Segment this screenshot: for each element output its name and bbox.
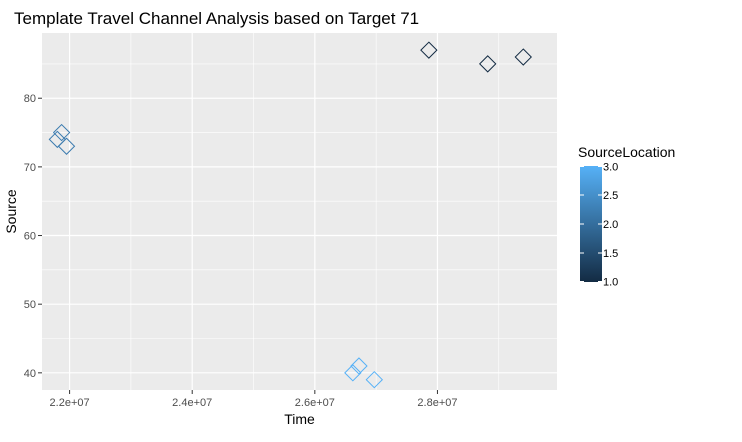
data-point [48,130,67,149]
data-point [344,364,362,382]
data-point [479,55,497,73]
x-tick-label: 2.4e+07 [172,397,212,409]
color-legend: SourceLocation 3.0 2.5 2.0 1.5 1.0 [578,144,675,289]
minor-gridlines [42,33,557,390]
legend-label: 1.0 [603,277,618,289]
x-axis: 2.2e+07 2.4e+07 2.6e+07 2.8e+07 [50,390,457,409]
chart-title: Template Travel Channel Analysis based o… [14,9,419,28]
data-point [52,123,71,142]
y-axis: 40 50 60 70 80 [24,93,42,380]
legend-label: 2.0 [603,219,618,231]
legend-title: SourceLocation [578,144,675,160]
major-gridlines [42,33,557,390]
y-tick-label: 50 [24,299,36,311]
x-axis-title: Time [284,411,315,427]
data-point [57,137,76,155]
y-tick-label: 70 [24,162,36,174]
data-points [48,41,532,389]
data-point [420,41,438,59]
data-point [514,48,532,66]
x-tick-label: 2.8e+07 [417,397,457,409]
legend-colorbar [580,166,602,282]
legend-label: 3.0 [603,162,618,174]
x-tick-label: 2.2e+07 [50,397,90,409]
y-tick-label: 60 [24,231,36,243]
x-tick-label: 2.6e+07 [295,397,335,409]
plot-panel [42,33,557,390]
y-tick-label: 40 [24,368,36,380]
data-point [365,370,384,389]
data-point [350,357,368,375]
legend-ticks: 3.0 2.5 2.0 1.5 1.0 [580,162,618,289]
y-axis-title: Source [3,189,19,234]
y-tick-label: 80 [24,93,36,105]
legend-label: 1.5 [603,248,618,260]
legend-label: 2.5 [603,190,618,202]
